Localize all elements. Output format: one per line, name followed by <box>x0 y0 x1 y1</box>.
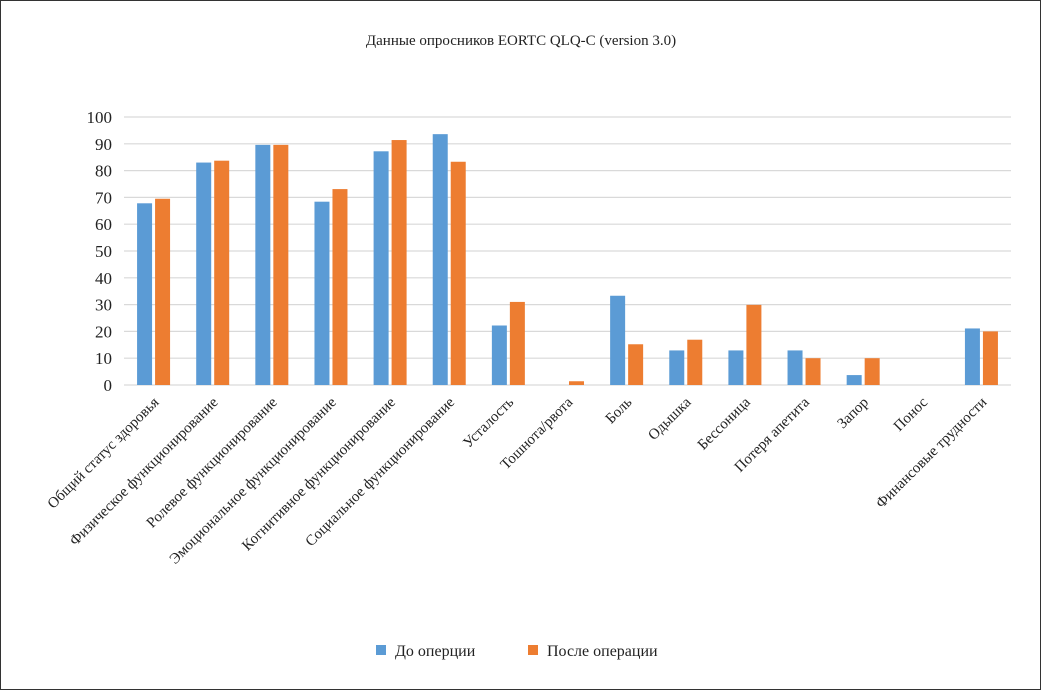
y-tick-label: 40 <box>95 269 112 288</box>
bar-after <box>214 160 230 385</box>
y-tick-label: 60 <box>95 215 112 234</box>
bar-after <box>805 358 821 385</box>
y-tick-label: 70 <box>95 188 112 207</box>
bar-after <box>273 144 289 385</box>
x-tick-label: Бессоница <box>695 394 754 453</box>
bar-before <box>846 375 862 385</box>
bar-after <box>569 381 584 385</box>
x-tick-label: Общий статус здоровья <box>45 394 163 512</box>
bar-before <box>432 134 448 385</box>
x-tick-label: Одышка <box>645 394 694 443</box>
y-tick-label: 50 <box>95 242 112 261</box>
bar-before <box>669 350 685 385</box>
y-tick-label: 100 <box>87 108 113 127</box>
chart-title: Данные опросников EORTC QLQ-C (version 3… <box>366 33 676 49</box>
bar-after <box>509 301 525 385</box>
bar-before <box>314 201 330 385</box>
bar-after <box>687 339 703 385</box>
y-tick-label: 30 <box>95 296 112 315</box>
x-tick-label: Понос <box>891 394 931 434</box>
bar-after <box>628 344 644 385</box>
y-tick-label: 10 <box>95 349 112 368</box>
bar-after <box>864 358 880 385</box>
bar-after <box>332 189 348 385</box>
bar-after <box>982 331 998 385</box>
bar-before <box>728 350 744 385</box>
y-tick-label: 80 <box>95 162 112 181</box>
bar-before <box>137 203 153 385</box>
bar-after <box>391 140 407 385</box>
bar-before <box>491 325 507 385</box>
bar-before <box>373 151 389 385</box>
y-tick-label: 20 <box>95 322 112 341</box>
y-tick-label: 90 <box>95 135 112 154</box>
x-tick-label: Финансовые трудности <box>873 395 990 512</box>
bar-before <box>196 162 212 385</box>
bar-before <box>255 144 271 385</box>
x-tick-label: Запор <box>835 395 872 432</box>
bar-after <box>155 198 171 385</box>
bar-after <box>746 304 762 385</box>
x-tick-label: Усталость <box>460 394 517 451</box>
legend-label: После операции <box>547 643 658 660</box>
bar-before <box>964 328 980 385</box>
bar-before <box>610 295 626 385</box>
y-tick-label: 0 <box>104 376 113 395</box>
legend-swatch <box>376 645 386 655</box>
bar-before <box>787 350 803 385</box>
legend-swatch <box>528 645 538 655</box>
bar-after <box>450 161 466 385</box>
legend-label: До оперции <box>395 643 476 660</box>
x-tick-label: Боль <box>603 394 636 427</box>
